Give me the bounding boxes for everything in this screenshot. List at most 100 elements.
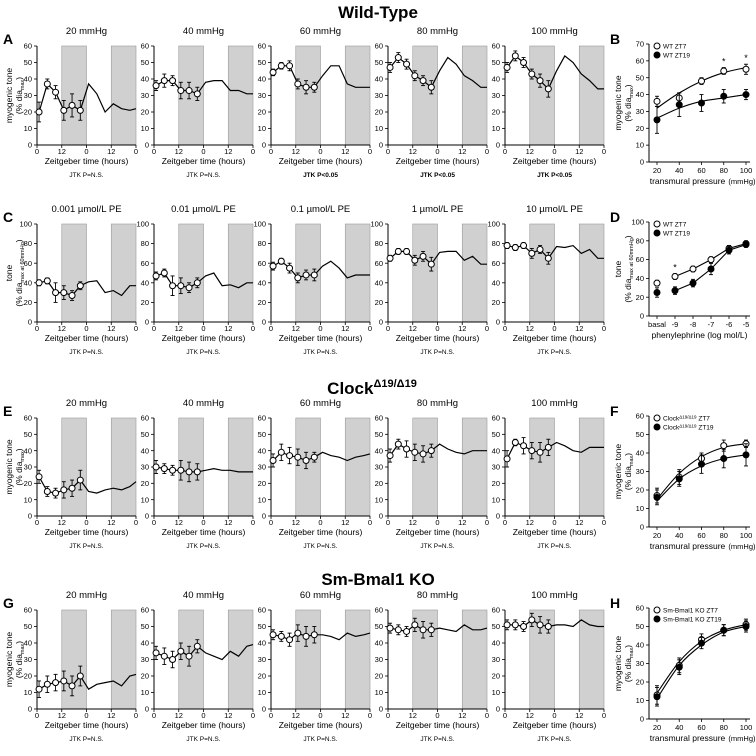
x-tick-label: 0	[35, 518, 39, 527]
significance-marker: *	[673, 263, 677, 273]
x-tick-label: 12	[107, 147, 115, 156]
data-point	[725, 246, 733, 254]
subplot-10-mol-l-pe: 0 20 40 60 80 100 0 12 0 12 0 10 µmol/L PE Zeitgeber…	[487, 204, 606, 356]
y-tick-label: 0	[379, 141, 383, 150]
x-tick-label: 0	[435, 518, 439, 527]
y-tick-label: 50	[24, 430, 32, 439]
jtk-result: JTK P=N.S.	[537, 736, 571, 743]
y-tick-label: 40	[375, 639, 383, 648]
data-point	[675, 475, 683, 483]
x-tick-label: 12	[575, 711, 583, 720]
y-axis-unit: (% diamax)	[623, 645, 635, 682]
y-tick-label: 20	[24, 672, 32, 681]
dark-phase-shading	[295, 45, 321, 146]
subplot-title: 20 mmHg	[66, 398, 107, 409]
subplot-20-mmhg: 0 10 20 30 40 50 60 0 12 0 12 0 20 mmHg Zeitgeber tim…	[24, 26, 138, 179]
x-tick-label: 0	[386, 147, 390, 156]
y-tick-label: 60	[141, 606, 149, 615]
x-tick-label: 0	[552, 147, 556, 156]
jtk-result: JTK P<0.05	[303, 172, 338, 179]
x-tick-label: 40	[675, 166, 683, 175]
dark-phase-shading	[344, 417, 371, 517]
x-tick-label: 0	[269, 518, 273, 527]
x-axis-unit: (mmHg)	[728, 177, 756, 186]
y-axis-unit-close: )	[623, 645, 633, 648]
x-tick-label: 12	[575, 324, 583, 333]
panel-f: 0 10 20 30 40 50 60 20 40 60 80 100 transmural press…	[613, 412, 756, 551]
subplot-0-001-mol-l-pe: 0 20 40 60 80 100 0 12 0 12 0 0.001 µmol/L PE Zeitge…	[19, 204, 138, 356]
data-point	[689, 279, 697, 287]
data-point	[411, 256, 419, 264]
dark-phase-shading	[461, 223, 488, 323]
dark-phase-shading	[344, 45, 371, 146]
y-tick-label: 10	[636, 696, 644, 705]
x-tick-label: 12	[175, 518, 183, 527]
data-point	[411, 621, 419, 629]
y-tick-label: 0	[28, 318, 32, 327]
y-tick-label: 40	[24, 278, 32, 287]
data-point	[76, 476, 84, 484]
y-tick-label: 0	[145, 705, 149, 714]
x-tick-label: 12	[107, 518, 115, 527]
subplot-80-mmhg: 0 10 20 30 40 50 60 0 12 0 12 0 80 mmHg Zeitgeber tim…	[375, 26, 489, 179]
x-axis-label: Zeitgeber time (hours)	[279, 720, 363, 730]
y-tick-label: 60	[375, 42, 383, 51]
y-axis-unit-sub: max	[20, 79, 26, 90]
x-tick-label: 40	[675, 531, 683, 540]
y-tick-label: 30	[258, 655, 266, 664]
data-point	[177, 647, 185, 655]
y-axis-unit: (% diamax at 60mmHg)	[14, 239, 26, 306]
x-tick-label: 0	[318, 324, 322, 333]
dark-phase-shading	[295, 609, 321, 710]
x-tick-label: 0	[318, 518, 322, 527]
subplot-40-mmhg: 0 10 20 30 40 50 60 0 12 0 12 0 40 mmHg Zeitgeber tim…	[141, 590, 255, 743]
y-tick-label: 40	[258, 278, 266, 287]
data-point	[169, 466, 177, 474]
y-tick-label: 10	[636, 504, 644, 513]
data-point	[536, 621, 544, 629]
series-zt7	[653, 63, 750, 109]
y-axis-unit: (% diamax)	[623, 453, 635, 490]
y-tick-label: 50	[492, 622, 500, 631]
x-tick-label: 0	[602, 518, 606, 527]
panel-letter-e: E	[3, 403, 12, 419]
x-tick-label: 0	[84, 711, 88, 720]
y-axis-unit: (% diamax)	[14, 77, 26, 114]
data-point	[653, 116, 661, 124]
x-tick-label: 12	[107, 324, 115, 333]
x-axis-label: Zeitgeber time (hours)	[279, 156, 363, 166]
y-tick-label: 60	[258, 414, 266, 423]
dark-phase-shading	[412, 417, 438, 517]
panel-letter-c: C	[3, 209, 13, 225]
x-axis-label: Zeitgeber time (hours)	[513, 527, 597, 537]
y-tick-label: 80	[492, 239, 500, 248]
data-point	[720, 455, 728, 463]
data-point	[294, 80, 302, 88]
x-tick-label: 0	[386, 711, 390, 720]
data-point	[528, 447, 536, 455]
x-axis-label: Zeitgeber time (hours)	[162, 156, 246, 166]
y-tick-label: 0	[262, 318, 266, 327]
data-point	[419, 77, 427, 85]
y-tick-label: 0	[379, 705, 383, 714]
x-tick-label: 12	[58, 711, 66, 720]
data-point	[185, 284, 193, 292]
series-zt7	[653, 618, 750, 705]
x-tick-label: 12	[409, 147, 417, 156]
data-point	[310, 453, 318, 461]
subplot-title: 20 mmHg	[66, 26, 107, 37]
subplot-40-mmhg: 0 10 20 30 40 50 60 0 12 0 12 0 40 mmHg Zeitgeber tim…	[141, 398, 255, 550]
data-point	[160, 465, 168, 473]
x-tick-label: 0	[368, 147, 372, 156]
data-point	[269, 631, 277, 639]
y-tick-label: 0	[379, 318, 383, 327]
data-point	[653, 693, 661, 701]
x-tick-label: 0	[552, 711, 556, 720]
x-tick-label: 0	[134, 147, 138, 156]
y-tick-label: 0	[379, 512, 383, 521]
y-tick-label: 0	[145, 318, 149, 327]
y-axis-unit-main: (% dia	[623, 658, 633, 682]
x-tick-label: 0	[368, 711, 372, 720]
x-axis-label: Zeitgeber time (hours)	[396, 333, 480, 343]
